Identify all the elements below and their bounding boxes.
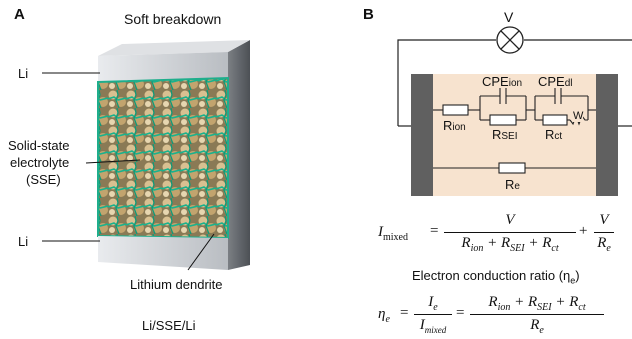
li-bottom-label: Li bbox=[18, 234, 29, 249]
electronic-branch bbox=[433, 162, 596, 174]
panel-a-title: Soft breakdown bbox=[124, 11, 222, 27]
right-electrode bbox=[596, 74, 618, 196]
mixed-current-equation: Imixed = V Rion + RSEI + Rct + V Re bbox=[378, 212, 628, 254]
sse-leader bbox=[85, 159, 141, 164]
warburg-element bbox=[569, 114, 588, 126]
left-electrode bbox=[411, 74, 433, 196]
voltmeter-label: V bbox=[504, 9, 514, 25]
li-top-label: Li bbox=[18, 66, 29, 81]
r-e-resistor bbox=[498, 162, 526, 174]
r-sei-label: RSEI bbox=[492, 127, 518, 142]
ionic-branch bbox=[433, 88, 596, 126]
dendrite-label: Lithium dendrite bbox=[130, 277, 223, 292]
r-ct-label: Rct bbox=[545, 127, 563, 142]
electron-ratio-equation: ηe = Ie Imixed = Rion + RSEI + Rct Re bbox=[378, 294, 632, 339]
panel-a-label: A bbox=[14, 6, 25, 23]
r-ion-resistor bbox=[442, 104, 469, 116]
r-e-label: Re bbox=[505, 177, 520, 192]
r-ion-label: Rion bbox=[443, 118, 466, 133]
cpe-dl-label: CPEdl bbox=[538, 74, 573, 89]
panel-a-caption: Li/SSE/Li bbox=[142, 318, 196, 333]
sse-label-line2: electrolyte bbox=[10, 155, 70, 170]
sse-label-line1: Solid-state bbox=[8, 138, 70, 153]
warburg-label: W bbox=[573, 110, 584, 122]
ratio-title: Electron conduction ratio (ηe) bbox=[412, 268, 580, 286]
r-sei-resistor bbox=[489, 114, 517, 126]
panel-b-label: B bbox=[363, 6, 374, 23]
voltmeter-icon bbox=[496, 26, 524, 54]
r-ct-resistor bbox=[542, 114, 568, 126]
li-bottom-foil bbox=[98, 236, 228, 270]
dendrite-leader bbox=[187, 233, 215, 271]
cell-background bbox=[411, 74, 618, 196]
li-top-foil bbox=[98, 40, 250, 82]
cell-side-face bbox=[228, 40, 250, 270]
outer-wire bbox=[397, 39, 632, 127]
cpe-ion-label: CPEion bbox=[482, 74, 523, 89]
sse-label-line3: (SSE) bbox=[26, 172, 61, 187]
